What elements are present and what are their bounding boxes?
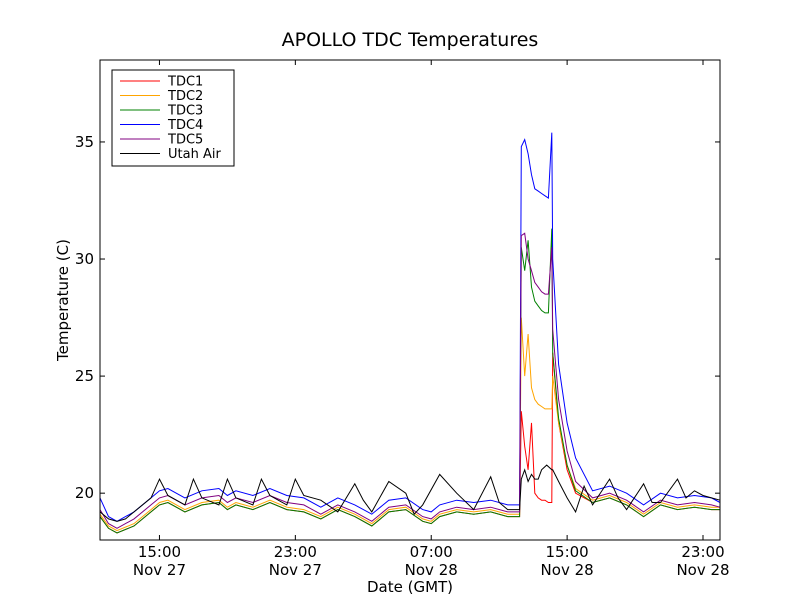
x-tick-date-label: Nov 28 [676, 561, 729, 579]
legend-label-tdc4: TDC4 [167, 118, 203, 133]
y-tick-label: 35 [75, 133, 94, 151]
series-line-tdc4 [99, 132, 721, 522]
x-tick-time-label: 23:00 [681, 543, 724, 561]
legend-label-tdc1: TDC1 [167, 75, 203, 90]
y-tick-label: 30 [75, 250, 94, 268]
series-line-utah-air [99, 464, 721, 522]
x-tick-date-label: Nov 27 [269, 561, 322, 579]
x-tick-time-label: 23:00 [274, 543, 317, 561]
x-tick-date-label: Nov 27 [133, 561, 186, 579]
legend-label-utah-air: Utah Air [168, 147, 221, 162]
legend-label-tdc2: TDC2 [167, 89, 203, 104]
series-layer [99, 132, 721, 534]
legend-label-tdc5: TDC5 [167, 133, 203, 148]
x-tick-time-label: 15:00 [138, 543, 181, 561]
x-tick-date-label: Nov 28 [541, 561, 594, 579]
plot-frame [99, 59, 721, 541]
x-tick-time-label: 07:00 [410, 543, 453, 561]
y-tick-label: 20 [75, 484, 94, 502]
x-tick-time-label: 15:00 [546, 543, 589, 561]
y-tick-label: 25 [75, 367, 94, 385]
x-tick-date-label: Nov 28 [405, 561, 458, 579]
legend-box [111, 69, 235, 167]
chart-title: APOLLO TDC Temperatures [282, 29, 539, 51]
series-line-tdc2 [99, 317, 720, 532]
x-axis-label: Date (GMT) [367, 578, 453, 596]
legend-label-tdc3: TDC3 [167, 104, 203, 119]
y-axis-label: Temperature (C) [54, 239, 72, 362]
